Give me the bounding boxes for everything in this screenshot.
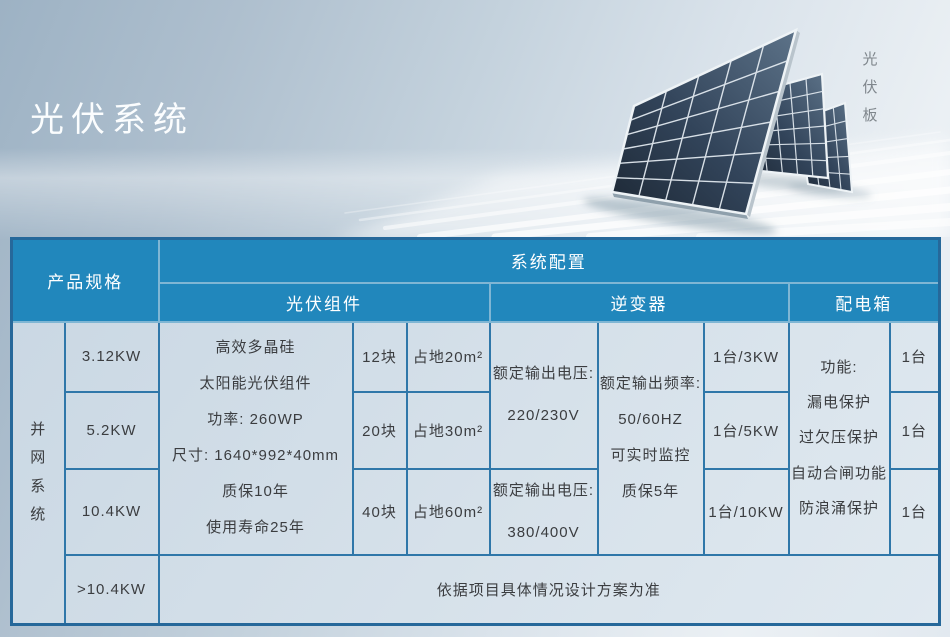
- cell-area: 占地20m²: [405, 320, 491, 393]
- voltage-line: 额定输出电压:: [492, 481, 595, 499]
- voltage-line: 额定输出电压:: [492, 365, 595, 382]
- header-system-config: 系统配置: [157, 237, 941, 284]
- header-pv-module: 光伏组件: [157, 281, 491, 323]
- inverter-info-line: 质保5年: [621, 483, 680, 500]
- box-info-line: 自动合闸功能: [790, 464, 887, 482]
- table-row: >10.4KW 依据项目具体情况设计方案为准: [12, 553, 941, 626]
- box-info-line: 防浪涌保护: [798, 499, 879, 517]
- cell-box-info: 功能: 漏电保护 过欠压保护 自动合闸功能 防浪涌保护: [787, 320, 891, 556]
- cell-fallback-note: 依据项目具体情况设计方案为准: [157, 553, 941, 626]
- module-info-line: 功率: 260WP: [207, 411, 304, 428]
- page-title: 光伏系统: [30, 101, 194, 139]
- header-inverter: 逆变器: [488, 281, 790, 323]
- cell-area: 占地30m²: [405, 390, 491, 470]
- cell-module-qty: 12块: [351, 320, 408, 393]
- voltage-line: 220/230V: [507, 407, 580, 424]
- panel-shadows: [583, 173, 872, 235]
- cell-capacity: 3.12KW: [63, 320, 160, 393]
- spec-table: 产品规格 系统配置 光伏组件 逆变器 配电箱 并网系统 3.12KW 高效多晶硅…: [10, 237, 941, 626]
- cell-module-qty: 20块: [351, 390, 408, 470]
- cell-inverter-info: 额定输出频率: 50/60HZ 可实时监控 质保5年: [596, 320, 705, 556]
- cell-module-qty: 40块: [351, 467, 408, 556]
- cell-inverter-qty: 1台/10KW: [702, 467, 790, 556]
- module-info-line: 使用寿命25年: [206, 519, 305, 536]
- box-info-line: 漏电保护: [806, 394, 871, 412]
- cell-inverter-qty: 1台/5KW: [702, 390, 790, 470]
- system-type-label: 并网系统: [30, 420, 47, 524]
- table-row: 并网系统 3.12KW 高效多晶硅 太阳能光伏组件 功率: 260WP 尺寸: …: [10, 320, 941, 626]
- module-info-line: 高效多晶硅: [215, 339, 296, 356]
- inverter-info-line: 额定输出频率:: [599, 375, 702, 392]
- voltage-line: 380/400V: [507, 523, 580, 541]
- cell-inverter-qty: 1台/3KW: [702, 320, 790, 393]
- cell-box-qty: 1台: [888, 320, 941, 393]
- cell-area: 占地60m²: [405, 467, 491, 556]
- cell-capacity: >10.4KW: [63, 553, 160, 626]
- table-row: 10.4KW 40块 占地60m² 额定输出电压: 380/400V 1台/10…: [12, 467, 941, 556]
- cell-voltage-low: 额定输出电压: 220/230V: [488, 320, 599, 470]
- module-info-line: 质保10年: [222, 483, 289, 500]
- solar-panels-illustration: [342, 27, 950, 237]
- box-info-line: 功能:: [820, 358, 858, 376]
- table-row: 5.2KW 20块 占地30m² 1台/5KW 1台: [12, 390, 941, 470]
- cell-box-qty: 1台: [888, 390, 941, 470]
- solar-panel-front: [610, 27, 800, 219]
- panel-caption-label: 光伏板: [862, 51, 878, 124]
- inverter-info-line: 可实时监控: [610, 447, 691, 464]
- header-distribution-box: 配电箱: [787, 281, 941, 323]
- cell-box-qty: 1台: [888, 467, 941, 556]
- module-info-line: 尺寸: 1640*992*40mm: [171, 447, 340, 464]
- header-product-spec: 产品规格: [10, 237, 160, 323]
- module-info-line: 太阳能光伏组件: [199, 375, 312, 392]
- box-info-line: 过欠压保护: [798, 429, 879, 447]
- cell-system-type: 并网系统: [10, 320, 66, 626]
- cell-capacity: 10.4KW: [63, 467, 160, 556]
- cell-voltage-high: 额定输出电压: 380/400V: [488, 467, 599, 556]
- inverter-info-line: 50/60HZ: [618, 411, 683, 428]
- cell-module-info: 高效多晶硅 太阳能光伏组件 功率: 260WP 尺寸: 1640*992*40m…: [157, 320, 354, 556]
- cell-capacity: 5.2KW: [63, 390, 160, 470]
